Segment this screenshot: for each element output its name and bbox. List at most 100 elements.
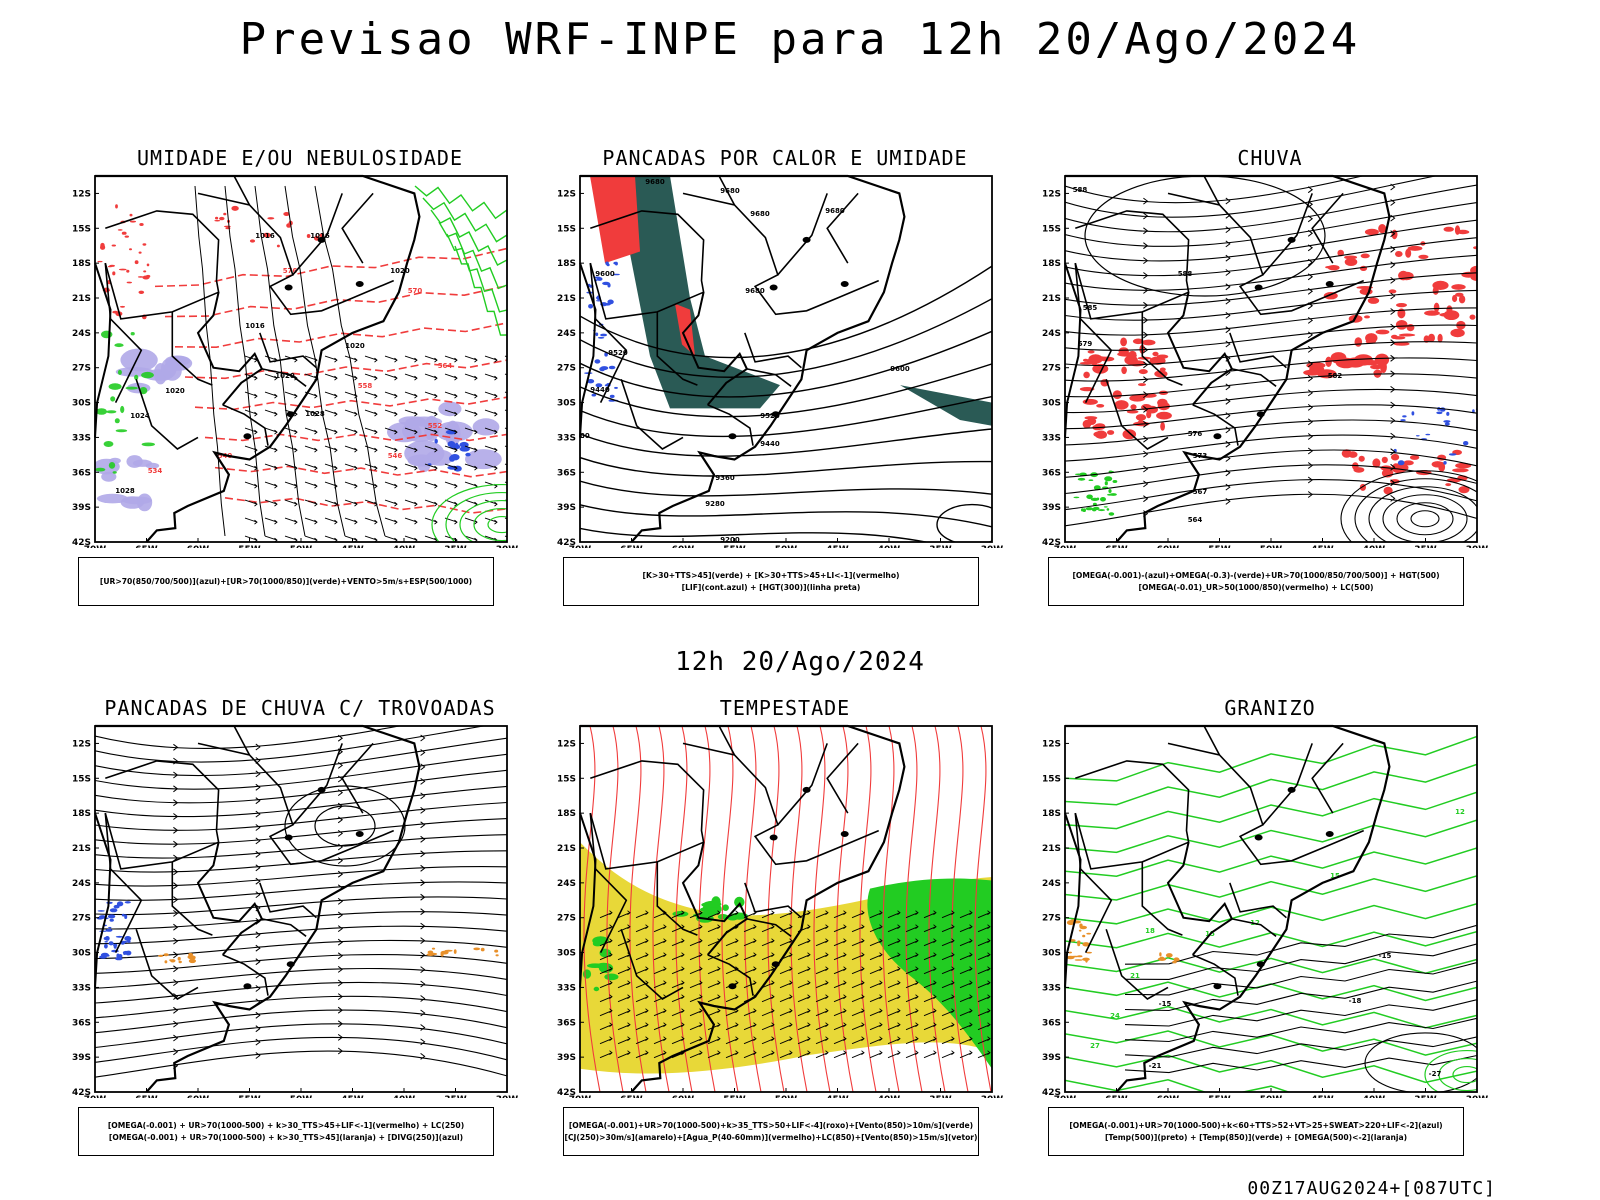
streamline-arrow	[1143, 465, 1149, 473]
contour-label: 1016	[245, 322, 265, 330]
wind-vector	[635, 952, 649, 961]
thickness-red-marks	[143, 270, 147, 273]
lat-tick-label: 30S	[1042, 949, 1061, 959]
lif-blue-contour	[594, 359, 601, 364]
streamline-arrow	[420, 864, 426, 872]
wind-vector	[941, 910, 955, 919]
lif-blue-contour	[608, 365, 616, 370]
lake	[286, 411, 295, 418]
thickness-contour	[184, 359, 507, 380]
wind-vector	[959, 966, 973, 975]
wind-vector	[671, 910, 685, 919]
map-granizo[interactable]: 1215121518212427-15-18-21-27-1512S15S18S…	[1035, 718, 1505, 1098]
wind-vector	[887, 910, 901, 919]
rain-blue-area	[1443, 461, 1447, 465]
lat-tick-label: 27S	[1042, 364, 1061, 374]
legend-caption: [OMEGA(-0.001)+UR>70(1000-500)+k<60+TTS>…	[1048, 1107, 1464, 1156]
rain-red-area	[1445, 483, 1452, 487]
rain-red-area	[1354, 354, 1373, 366]
wind-vector	[653, 924, 667, 933]
humidity-shading	[96, 493, 129, 504]
map-umidade[interactable]: 1016 1016 1016 1020 1020 1020 1020 1024 1028 1028…	[65, 168, 535, 548]
wind-vector	[869, 1050, 883, 1059]
streamline-arrow	[1307, 447, 1314, 455]
caption-line: [OMEGA(-0.001) + UR>70(1000-500) + k>30_…	[107, 1120, 465, 1130]
streamline-arrow	[1143, 301, 1149, 309]
thickness-red-marks	[111, 244, 116, 247]
wind-vector	[264, 373, 278, 381]
map-pancadas-calor[interactable]: 9680 9680 9680 9680 9680 9600 9600 9520 9520 9440…	[550, 168, 1020, 548]
streamline	[1065, 449, 1477, 478]
lon-tick-label: 45W	[1311, 1095, 1334, 1098]
state-border	[222, 954, 269, 996]
state-border	[292, 743, 343, 826]
wind-vector	[384, 391, 398, 399]
valid-time-label: 12h 20/Ago/2024	[675, 647, 925, 677]
rain-red-area	[1084, 416, 1098, 420]
panel-pancadas-calor: PANCADAS POR CALOR E UMIDADE 9680 9680 968…	[550, 146, 1020, 606]
wind-vector	[707, 980, 721, 989]
rain-red-area	[1121, 366, 1127, 375]
streamline-850	[767, 726, 785, 1092]
cyclone-contour	[473, 507, 507, 542]
wind-vector	[484, 463, 498, 471]
streamline-arrow	[1143, 495, 1149, 503]
map-chuva[interactable]: 58858558858558257957657356756412S15S18S2…	[1035, 168, 1505, 548]
thickness-red-marks	[283, 212, 290, 216]
streamline	[1065, 176, 1438, 218]
thickness-red-marks	[219, 216, 225, 221]
rain-green-area	[1106, 508, 1110, 511]
rain-red-area	[1452, 468, 1469, 473]
wind-vector	[905, 980, 919, 989]
panel-title: CHUVA	[1237, 146, 1303, 170]
streamline	[95, 726, 403, 749]
wind-vector	[384, 427, 398, 435]
wind-vector	[653, 1050, 667, 1059]
streamline-arrow	[173, 1020, 179, 1028]
state-border	[682, 742, 880, 866]
coastline	[580, 174, 906, 543]
humidity-green	[114, 343, 124, 348]
streamline-arrow	[1225, 440, 1231, 448]
streamline-arrow	[420, 792, 426, 800]
wind-vector	[905, 924, 919, 933]
humidity-blue	[434, 438, 438, 444]
state-border	[197, 742, 395, 866]
map-trovoadas[interactable]: 12S 15S 18S 21S 24S 27S 30S 33S 36S 39S 42S70W 65W 6…	[65, 718, 535, 1098]
lif-blue-contour	[605, 261, 609, 266]
thickness-red-marks	[126, 281, 132, 284]
rain-red-area	[1381, 456, 1388, 464]
rain-blue-area	[1411, 411, 1415, 416]
contour-label: 9200	[720, 536, 740, 544]
streamline-arrow	[1143, 257, 1149, 264]
wind-vector	[869, 966, 883, 975]
wind-vector	[617, 1036, 631, 1045]
rain-red-area	[1079, 387, 1095, 392]
wind-vector	[244, 427, 258, 435]
wind-vector	[364, 391, 378, 399]
map-tempestade[interactable]: 12S 15S 18S 21S 24S 27S 30S 33S 36S 39S 42S70W 65W 6…	[550, 718, 1020, 1098]
streamline-arrow	[1225, 498, 1231, 505]
rain-green-area	[1082, 508, 1086, 512]
streamline-arrow	[1390, 214, 1396, 222]
lat-tick-label: 21S	[1042, 294, 1061, 304]
wind-vector	[599, 1008, 613, 1017]
wind-vector	[264, 463, 278, 471]
streamline-arrow	[420, 1038, 426, 1046]
contour-label: 1020	[345, 342, 365, 350]
wind-vector	[599, 910, 613, 919]
wind-vector	[404, 463, 418, 471]
storm-orange	[431, 947, 436, 950]
lat-tick-label: 27S	[1042, 914, 1061, 924]
wind-vector	[815, 1008, 829, 1017]
wind-vector	[444, 445, 458, 453]
storm-orange	[170, 959, 176, 963]
temp-500-contour	[1124, 1036, 1477, 1058]
humidity-green	[110, 396, 116, 402]
wind-vector	[635, 910, 649, 919]
andes-border	[94, 812, 112, 988]
height-contour	[580, 395, 992, 438]
wind-vector	[779, 1022, 793, 1031]
streamline-arrow	[1143, 331, 1149, 339]
wind-vector	[977, 938, 991, 947]
